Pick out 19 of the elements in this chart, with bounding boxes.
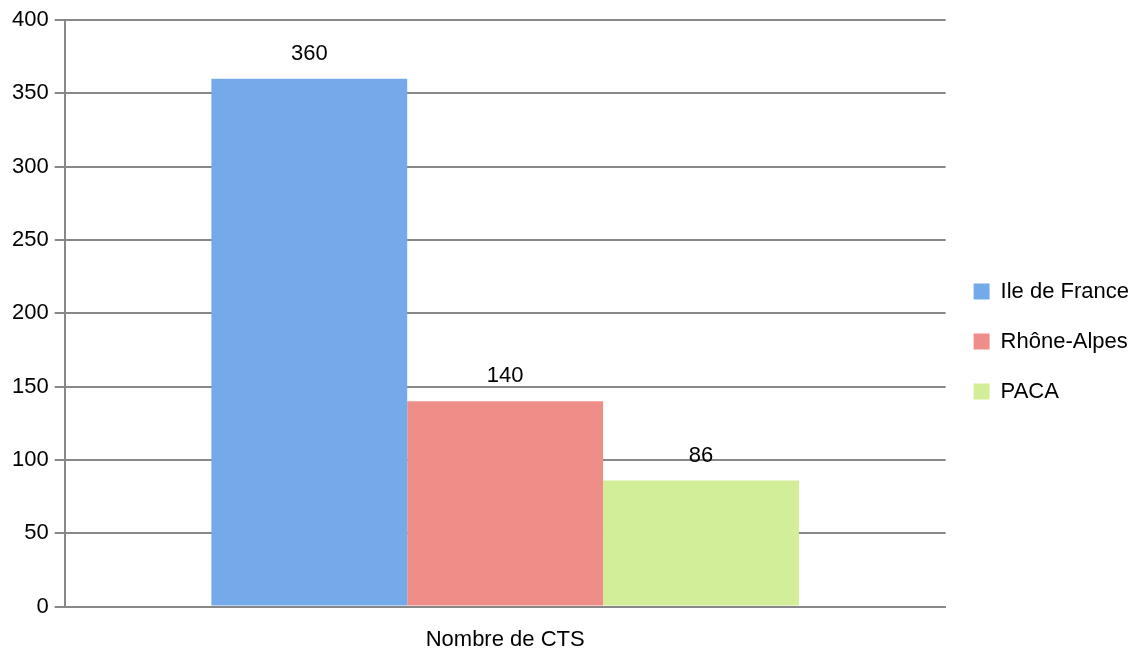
x-tick-label: Nombre de CTS [425,625,585,651]
y-tick-label: 50 [24,519,49,545]
bar [407,401,604,606]
y-tick-label: 150 [11,372,49,398]
y-tick-label: 100 [11,446,49,472]
y-tick-label: 300 [11,152,49,178]
bar [211,78,408,606]
y-tick-label: 400 [11,6,49,32]
data-label: 360 [290,39,328,65]
y-tick-label: 0 [36,592,49,618]
y-tick-label: 250 [11,226,49,252]
y-tick-label: 350 [11,79,49,105]
bar [603,480,799,606]
legend-label: Ile de France [1000,277,1129,303]
legend-label: Rhône-Alpes [1000,327,1128,353]
data-label: 86 [688,441,714,467]
data-label: 140 [486,362,524,388]
y-tick-label: 200 [11,299,49,325]
legend-label: PACA [1000,377,1060,403]
